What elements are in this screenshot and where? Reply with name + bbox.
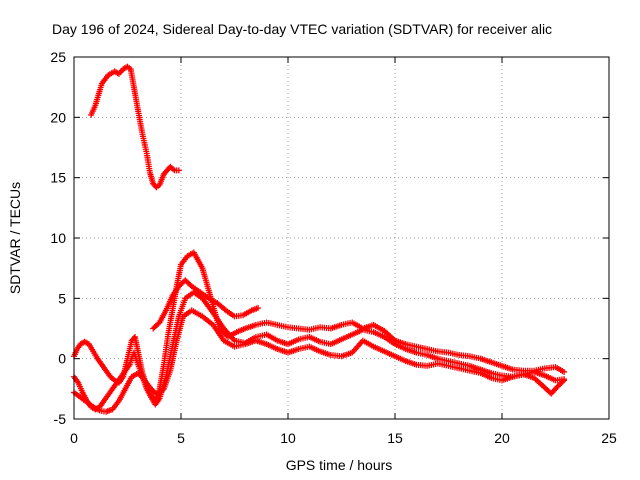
x-tick-label: 20 [494, 430, 510, 446]
gridlines [74, 57, 609, 419]
y-tick-label: 25 [50, 49, 66, 65]
chart-title: Day 196 of 2024, Sidereal Day-to-day VTE… [52, 21, 552, 37]
data-marks [71, 63, 568, 415]
x-axis-label: GPS time / hours [286, 457, 393, 473]
series-track-1 [88, 63, 182, 191]
y-tick-label: 10 [50, 230, 66, 246]
x-tick-label: 25 [601, 430, 617, 446]
data-point [561, 368, 568, 375]
y-tick-label: 5 [58, 290, 66, 306]
data-point [255, 304, 262, 311]
y-axis-ticks: -5 0 5 10 15 20 25 [50, 49, 609, 427]
x-tick-label: 0 [70, 430, 78, 446]
data-point [561, 377, 568, 384]
data-point [159, 387, 166, 394]
x-axis-ticks: 0 5 10 15 20 25 [70, 57, 617, 446]
y-tick-label: 0 [58, 351, 66, 367]
series-track-5 [71, 307, 568, 415]
y-axis-label: SDTVAR / TECUs [7, 182, 23, 294]
x-tick-label: 10 [280, 430, 296, 446]
y-tick-label: 15 [50, 170, 66, 186]
x-tick-label: 5 [177, 430, 185, 446]
y-tick-label: 20 [50, 109, 66, 125]
y-tick-label: -5 [54, 411, 67, 427]
data-point [175, 167, 182, 174]
x-tick-label: 15 [387, 430, 403, 446]
data-point [559, 378, 566, 385]
